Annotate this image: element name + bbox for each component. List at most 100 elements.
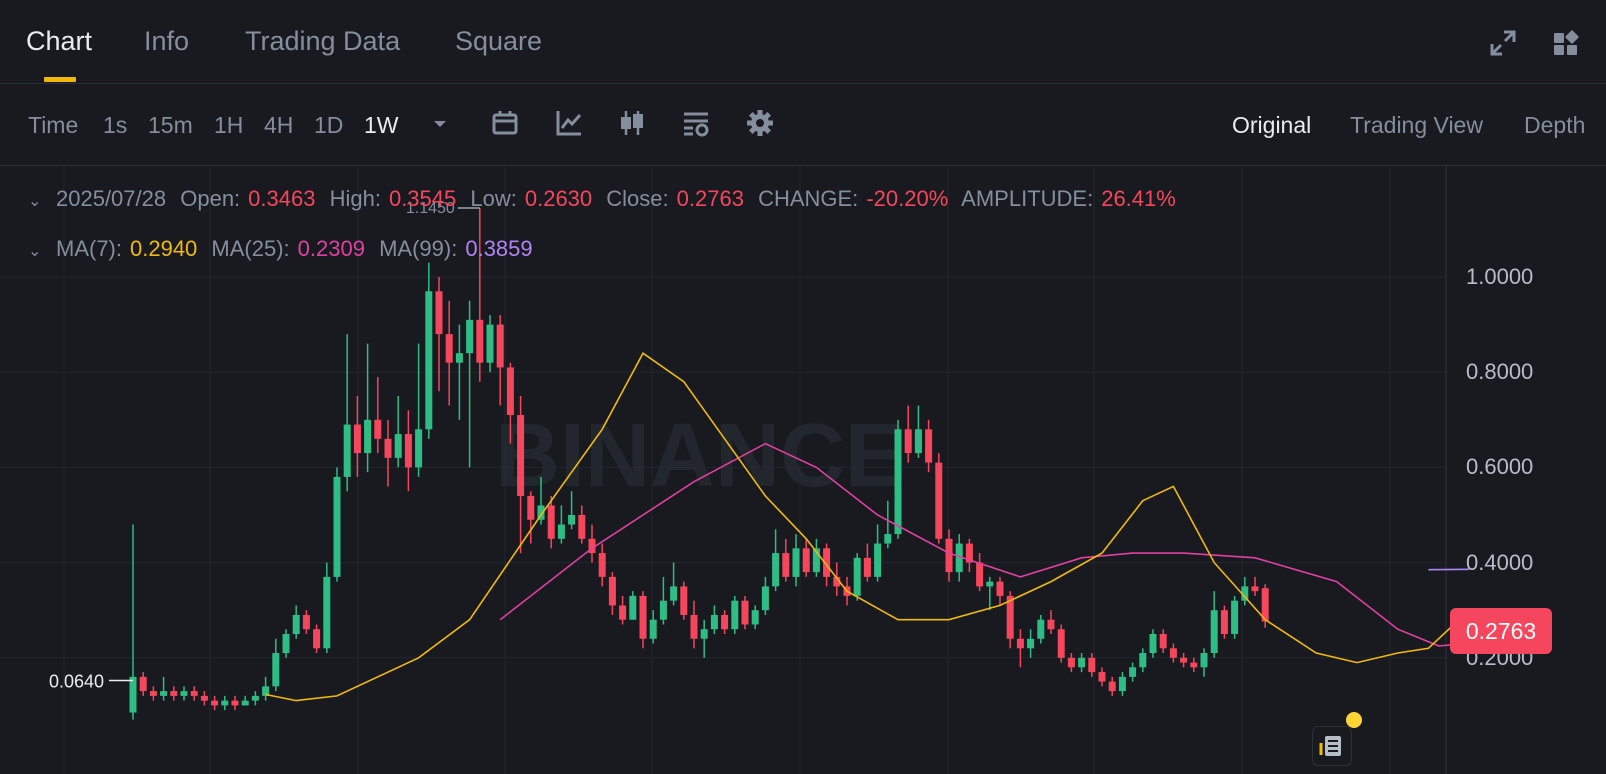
- tab-chart[interactable]: Chart: [26, 26, 93, 56]
- ma25-value: 0.2309: [297, 236, 365, 261]
- layout-icon[interactable]: [681, 108, 711, 138]
- indicator-icon[interactable]: [554, 108, 584, 138]
- top-tab-bar: Chart Info Trading Data Square: [0, 0, 1606, 84]
- candlestick-chart[interactable]: BINANCE 1.1450 0.0640: [0, 166, 1606, 774]
- candle-body: [251, 695, 259, 701]
- change-label: CHANGE:: [758, 186, 859, 211]
- collapse-caret-icon[interactable]: ⌄: [28, 193, 42, 210]
- candle-body: [190, 691, 198, 696]
- candle-body: [1241, 586, 1249, 601]
- candle-body: [517, 415, 525, 496]
- news-button[interactable]: [1312, 726, 1352, 766]
- candle-body: [853, 557, 861, 596]
- candle-body: [1067, 657, 1075, 668]
- candle-body: [1108, 681, 1116, 692]
- tab-trading-data[interactable]: Trading Data: [245, 26, 401, 56]
- gear-icon[interactable]: [745, 108, 775, 138]
- open-value: 0.3463: [248, 186, 316, 211]
- view-original[interactable]: Original: [1232, 112, 1312, 138]
- high-label: High:: [329, 186, 381, 211]
- candle-body: [364, 419, 372, 454]
- candle-body: [292, 614, 300, 634]
- timeframe-1w[interactable]: 1W: [364, 112, 399, 138]
- candle-body: [323, 576, 331, 649]
- candle-body: [588, 538, 596, 554]
- candle-body: [262, 686, 270, 696]
- candle-body: [1057, 629, 1065, 658]
- candle-body: [547, 505, 555, 539]
- candle-body: [1098, 672, 1106, 682]
- time-label[interactable]: Time: [28, 112, 79, 138]
- close-label: Close:: [606, 186, 669, 211]
- candle-body: [690, 614, 698, 639]
- chevron-down-icon[interactable]: [426, 110, 454, 138]
- widgets-icon[interactable]: [1551, 28, 1581, 58]
- legend-date: 2025/07/28: [56, 186, 167, 211]
- y-tick-label: 1.0000: [1466, 264, 1534, 289]
- open-label: Open:: [180, 186, 241, 211]
- view-trading-view[interactable]: Trading View: [1350, 112, 1483, 138]
- candle-body: [211, 700, 219, 706]
- candle-body: [139, 676, 147, 692]
- candle-body: [221, 700, 229, 706]
- candle-body: [1088, 657, 1096, 673]
- change-value: -20.20%: [866, 186, 949, 211]
- candle-body: [272, 653, 280, 687]
- watermark-text: BINANCE: [495, 406, 905, 506]
- candle-body: [976, 562, 984, 587]
- expand-icon[interactable]: [1488, 28, 1518, 58]
- candle-body: [129, 676, 137, 713]
- candle-body: [741, 600, 749, 625]
- timeframe-1h[interactable]: 1H: [214, 112, 244, 138]
- tab-square[interactable]: Square: [455, 26, 543, 56]
- candle-body: [1078, 657, 1086, 668]
- view-depth[interactable]: Depth: [1524, 112, 1586, 138]
- min-price-label: 0.0640: [49, 672, 104, 692]
- candle-body: [1149, 634, 1157, 654]
- candle-body: [1210, 610, 1218, 654]
- notification-dot: [1346, 712, 1362, 728]
- timeframe-15m[interactable]: 15m: [148, 112, 193, 138]
- candle-body: [466, 319, 474, 354]
- max-price-label: 1.1450: [406, 200, 455, 217]
- calendar-icon[interactable]: [490, 108, 520, 138]
- candle-body: [527, 495, 535, 520]
- candle-body: [384, 438, 392, 458]
- candle-body: [751, 610, 759, 625]
- ma25-label: MA(25):: [211, 236, 290, 261]
- candle-body: [904, 429, 912, 454]
- candlestick-icon[interactable]: [617, 108, 647, 138]
- chart-area[interactable]: BINANCE 1.1450 0.0640 ⌄ 2025/07/28 Open: 0.…: [0, 166, 1606, 774]
- candle-body: [710, 614, 718, 630]
- candle-body: [302, 614, 310, 630]
- candle-body: [649, 619, 657, 639]
- candle-body: [761, 586, 769, 611]
- candle-body: [1159, 634, 1167, 649]
- timeframe-1s[interactable]: 1s: [103, 112, 128, 138]
- candle-body: [884, 534, 892, 544]
- timeframe-4h[interactable]: 4H: [264, 112, 294, 138]
- candle-body: [894, 429, 902, 535]
- candle-body: [731, 600, 739, 630]
- timeframe-1d[interactable]: 1D: [314, 112, 344, 138]
- candle-body: [598, 553, 606, 577]
- candle-body: [659, 600, 667, 620]
- ma7-line: [265, 352, 1470, 702]
- candle-body: [578, 515, 586, 539]
- candle-body: [965, 543, 973, 563]
- candle-body: [445, 334, 453, 363]
- candle-body: [1231, 600, 1239, 634]
- candle-body: [986, 581, 994, 587]
- candle-body: [772, 553, 780, 587]
- tab-info[interactable]: Info: [144, 26, 190, 56]
- candle-body: [1139, 653, 1147, 668]
- candle-body: [241, 700, 249, 706]
- collapse-caret-icon[interactable]: ⌄: [28, 243, 42, 260]
- candle-body: [863, 557, 871, 577]
- candle-body: [160, 691, 168, 696]
- candle-body: [1251, 586, 1259, 592]
- ohlc-legend: ⌄ 2025/07/28 Open: 0.3463 High: 0.3545 Low:…: [28, 186, 1184, 212]
- amplitude-label: AMPLITUDE:: [961, 186, 1094, 211]
- candle-body: [496, 324, 504, 368]
- candle-body: [1200, 653, 1208, 668]
